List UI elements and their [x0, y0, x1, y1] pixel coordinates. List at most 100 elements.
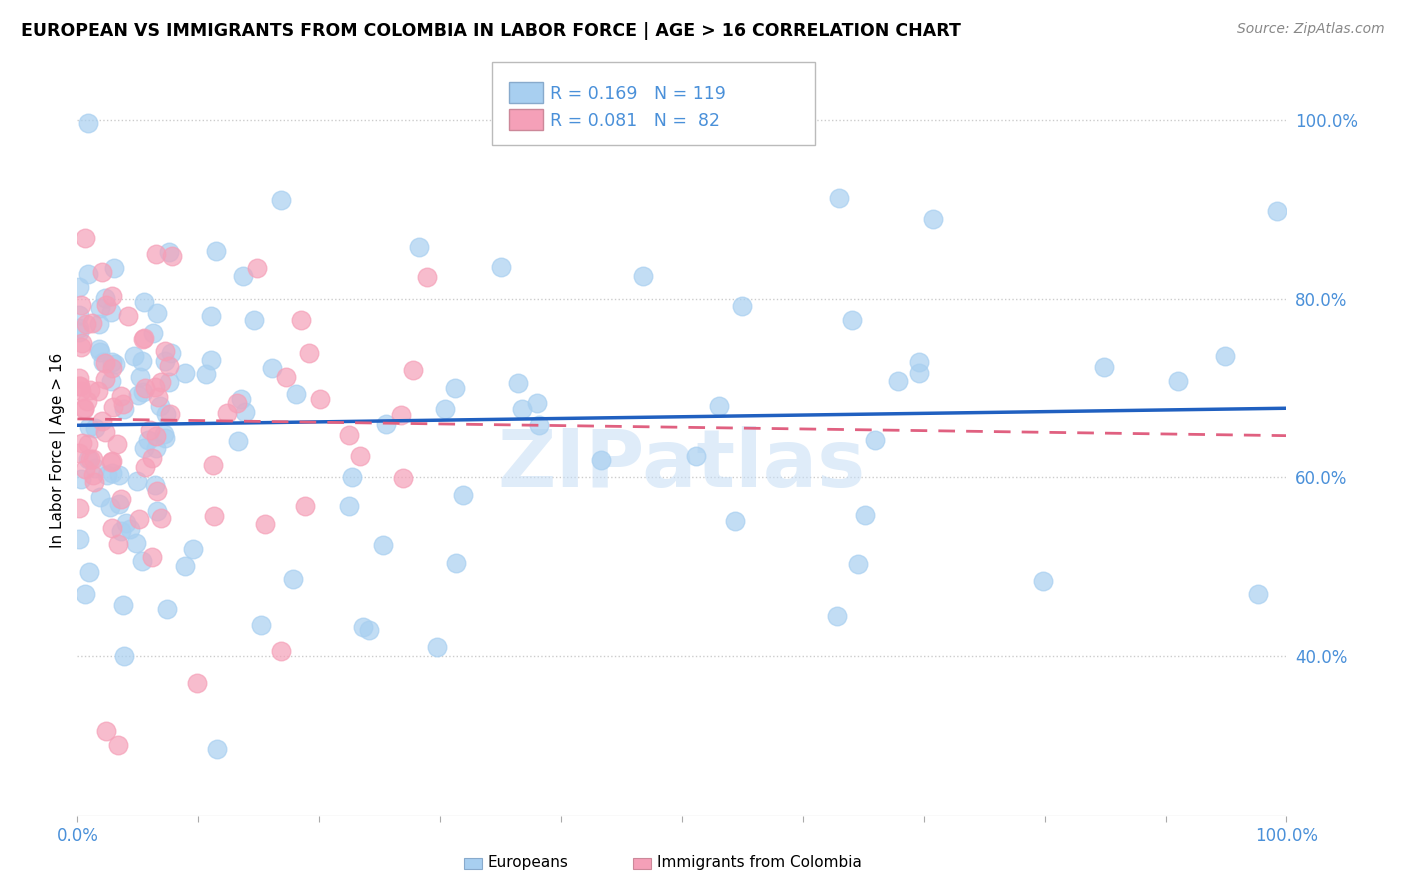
Text: R = 0.169   N = 119: R = 0.169 N = 119 — [550, 85, 725, 103]
Point — [173, 366, 195, 380]
Point — [401, 362, 423, 376]
Point — [262, 360, 284, 375]
Point — [128, 388, 150, 402]
Point — [156, 602, 179, 616]
Point — [389, 408, 412, 422]
Point — [152, 427, 174, 442]
Point — [67, 446, 90, 460]
Point — [506, 376, 529, 391]
Point — [591, 452, 613, 467]
Point — [75, 317, 97, 331]
Point — [141, 550, 163, 565]
Point — [908, 355, 931, 369]
Point — [79, 451, 101, 466]
Point — [146, 504, 169, 518]
Point — [110, 524, 132, 539]
Point — [489, 260, 512, 275]
Point — [67, 532, 90, 546]
Point — [426, 640, 449, 655]
Point — [731, 299, 754, 313]
Point — [160, 346, 183, 360]
Point — [886, 374, 908, 388]
Point — [120, 522, 142, 536]
Point — [342, 469, 364, 483]
Point — [136, 433, 159, 447]
Point — [93, 291, 115, 305]
Point — [111, 397, 134, 411]
Point — [101, 289, 124, 303]
Point — [232, 268, 254, 283]
Point — [825, 609, 848, 624]
Point — [146, 390, 169, 404]
Point — [143, 380, 166, 394]
Point — [200, 353, 222, 368]
Point — [100, 454, 122, 468]
Point — [69, 384, 91, 398]
Point — [145, 441, 167, 455]
Point — [84, 421, 107, 435]
Point — [79, 565, 101, 579]
Point — [107, 738, 129, 752]
Point — [112, 402, 135, 417]
Point — [67, 320, 90, 334]
Point — [226, 434, 249, 448]
Point — [96, 468, 118, 483]
Point — [1167, 374, 1189, 388]
Point — [122, 349, 145, 363]
Point — [107, 537, 129, 551]
Point — [91, 265, 114, 279]
Point — [1247, 587, 1270, 601]
Point — [67, 370, 90, 384]
Point — [87, 318, 110, 332]
Point — [94, 298, 117, 312]
Point — [274, 369, 297, 384]
Point — [631, 269, 654, 284]
Point — [707, 399, 730, 413]
Point — [90, 414, 112, 428]
Text: ZIPatlas: ZIPatlas — [498, 426, 866, 504]
Point — [270, 193, 292, 207]
Point — [285, 387, 308, 401]
Point — [125, 535, 148, 549]
Point — [526, 396, 548, 410]
Point — [510, 401, 533, 416]
Point — [391, 470, 413, 484]
Point — [104, 357, 127, 371]
Point — [100, 455, 122, 469]
Point — [155, 431, 177, 445]
Point — [181, 541, 204, 556]
Point — [527, 417, 550, 432]
Point — [921, 211, 943, 226]
Point — [349, 449, 371, 463]
Point — [200, 310, 222, 324]
Point — [73, 231, 96, 245]
Point — [94, 372, 117, 386]
Point — [107, 497, 129, 511]
Point — [77, 116, 100, 130]
Point — [846, 557, 869, 571]
Point — [373, 538, 395, 552]
Point — [145, 484, 167, 499]
Point — [195, 367, 218, 381]
Point — [111, 598, 134, 612]
Point — [96, 723, 118, 738]
Point — [174, 559, 197, 574]
Point — [724, 514, 747, 528]
Point — [70, 298, 93, 312]
Point — [202, 458, 225, 472]
Point — [89, 301, 111, 315]
Point — [100, 305, 122, 319]
Point — [107, 437, 129, 451]
Point — [139, 423, 162, 437]
Point — [865, 433, 887, 447]
Point — [157, 359, 180, 373]
Point — [357, 624, 380, 638]
Point — [98, 500, 121, 514]
Point — [134, 294, 156, 309]
Point — [186, 675, 208, 690]
Point — [155, 407, 177, 421]
Point — [79, 383, 101, 397]
Point — [73, 587, 96, 601]
Point — [246, 260, 269, 275]
Point — [101, 355, 124, 369]
